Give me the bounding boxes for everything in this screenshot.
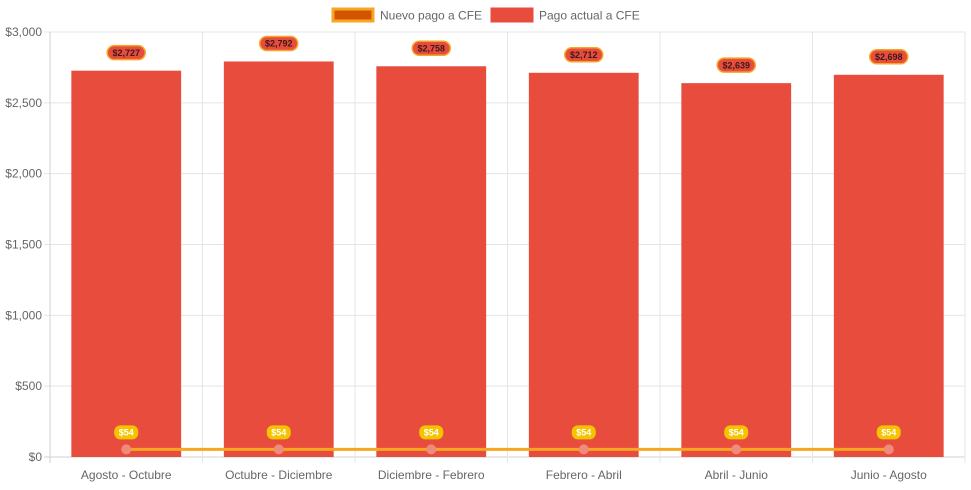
line-data-label: $54	[119, 428, 134, 438]
line-data-label: $54	[881, 428, 896, 438]
bar-label-badge	[869, 49, 909, 65]
y-tick-label: $500	[15, 379, 42, 393]
bar-label-badge	[259, 35, 299, 52]
x-tick-label: Junio - Agosto	[851, 468, 927, 482]
x-axis: Agosto - Octubre Octubre - Diciembre Dicie…	[81, 468, 927, 482]
bar-label-badge	[411, 40, 451, 57]
line-point[interactable]	[426, 444, 437, 455]
legend-swatch[interactable]	[490, 7, 534, 23]
line-label-badge	[266, 425, 291, 440]
bar[interactable]	[528, 72, 639, 458]
bar-label-badge	[106, 44, 146, 61]
line-series	[121, 444, 894, 455]
line-label-badge	[419, 425, 444, 440]
x-tick-label: Octubre - Diciembre	[225, 468, 333, 482]
y-tick-label: $2,500	[5, 96, 42, 110]
line-point[interactable]	[578, 444, 589, 455]
y-tick-label: $0	[29, 450, 43, 464]
line-point[interactable]	[731, 444, 742, 455]
bar-data-labels: $2,727 $2,792 $2,758 $2,712 $2,639 $2,698	[106, 35, 909, 73]
line-label-badge	[114, 425, 139, 440]
line-data-label: $54	[271, 428, 286, 438]
bar-label-badge	[716, 57, 756, 73]
bar[interactable]	[376, 66, 487, 458]
line-label-badge	[571, 425, 596, 440]
y-tick-label: $1,000	[5, 308, 42, 322]
legend-label[interactable]: Pago actual a CFE	[539, 9, 640, 23]
line-data-label: $54	[424, 428, 439, 438]
gridlines	[44, 31, 966, 463]
bar-data-label: $2,758	[417, 43, 445, 53]
y-axis: $0 $500 $1,000 $1,500 $2,000 $2,500 $3,000	[5, 25, 42, 464]
line-data-label: $54	[576, 428, 591, 438]
bar-data-label: $2,712	[570, 50, 598, 60]
bar[interactable]	[681, 83, 792, 458]
line-point[interactable]	[121, 444, 132, 455]
x-tick-label: Diciembre - Febrero	[378, 468, 485, 482]
line-label-badge	[724, 425, 749, 440]
bar-data-label: $2,727	[112, 48, 140, 58]
bar-data-label: $2,792	[265, 39, 293, 49]
x-tick-label: Abril - Junio	[705, 468, 769, 482]
legend-label[interactable]: Nuevo pago a CFE	[380, 9, 482, 23]
y-tick-label: $1,500	[5, 238, 42, 252]
line-label-badge	[876, 425, 901, 440]
bar-data-label: $2,698	[875, 52, 903, 62]
line-data-label: $54	[729, 428, 744, 438]
bar[interactable]	[71, 70, 182, 458]
legend[interactable]: Nuevo pago a CFE Pago actual a CFE	[331, 7, 640, 23]
bar-series	[71, 61, 944, 458]
y-tick-label: $2,000	[5, 167, 42, 181]
bar-data-label: $2,639	[722, 60, 750, 70]
bar[interactable]	[223, 61, 334, 457]
line-point[interactable]	[883, 444, 894, 455]
x-tick-label: Febrero - Abril	[546, 468, 622, 482]
line-point[interactable]	[273, 444, 284, 455]
bar[interactable]	[833, 74, 944, 458]
line-data-labels: $54 $54 $54 $54 $54 $54	[114, 425, 901, 440]
bar-label-badge	[564, 47, 604, 63]
x-tick-label: Agosto - Octubre	[81, 468, 172, 482]
y-tick-label: $3,000	[5, 25, 42, 39]
legend-swatch[interactable]	[331, 7, 375, 23]
